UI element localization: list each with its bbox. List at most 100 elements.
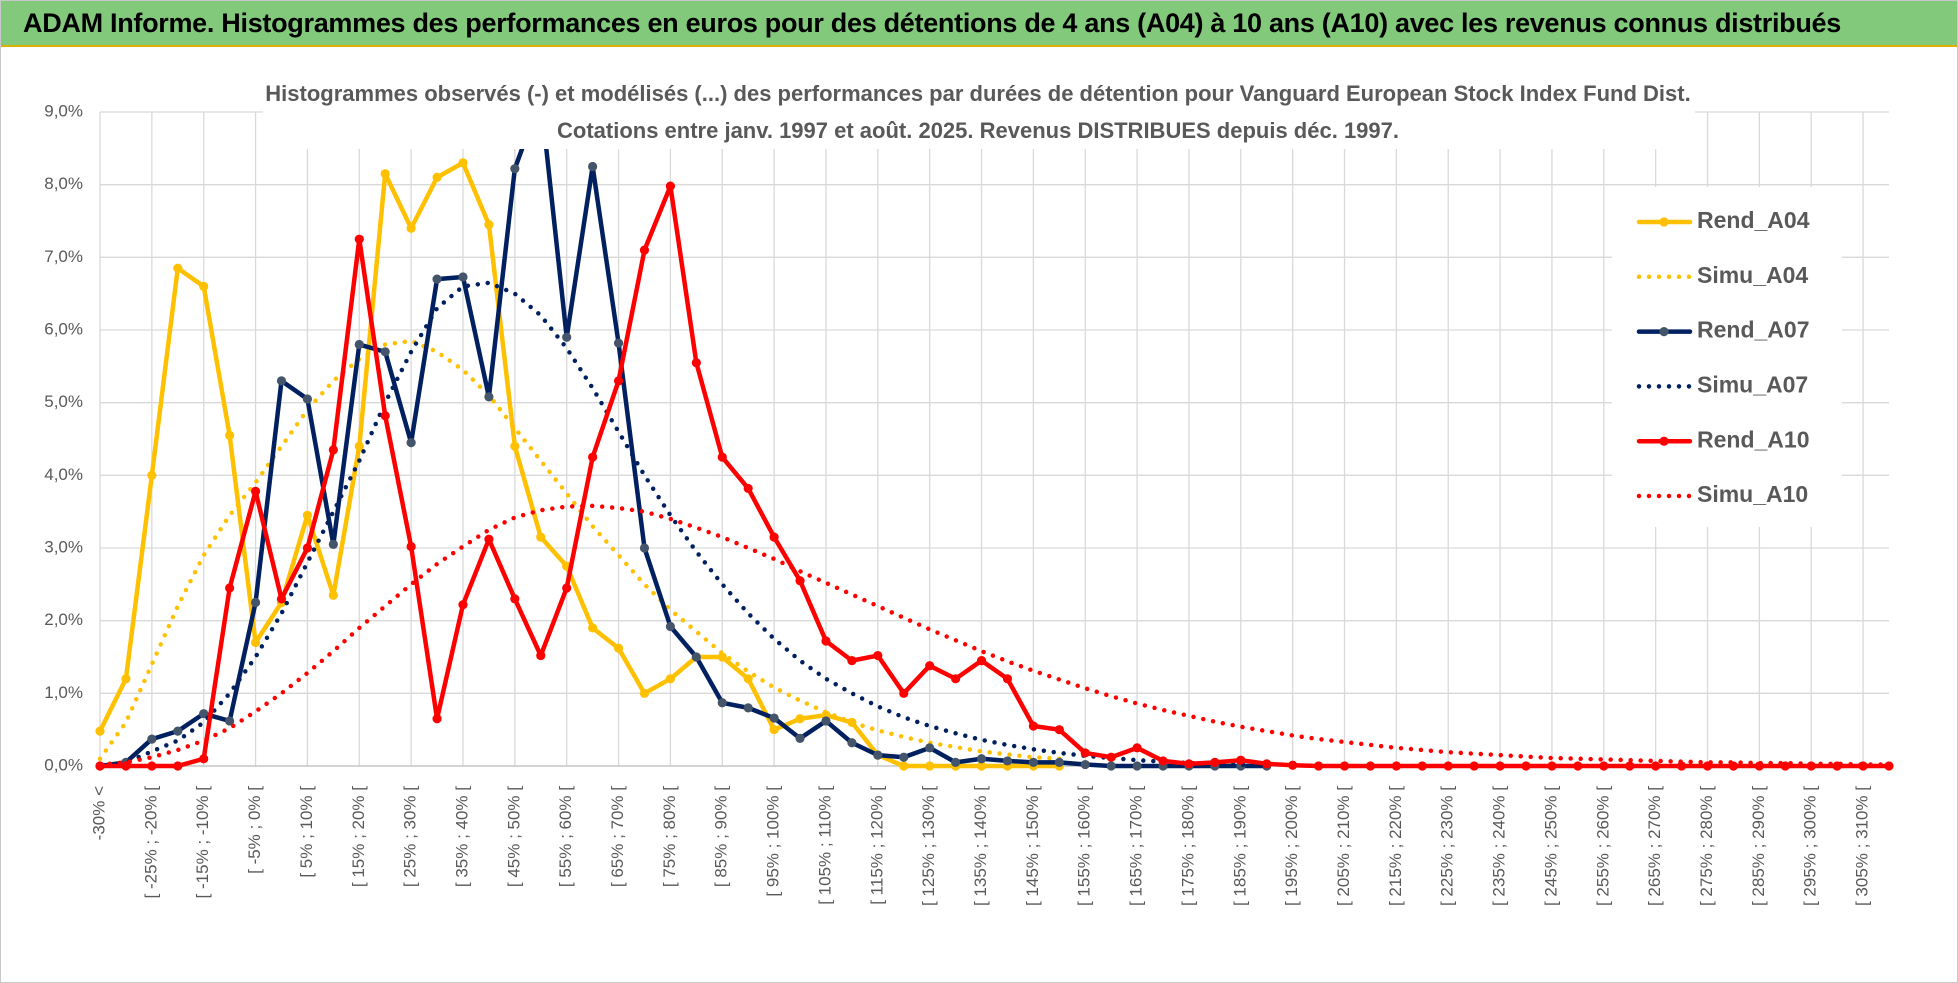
observed-line	[97, 160, 1062, 769]
point-marker	[484, 392, 494, 402]
legend-marker	[1659, 327, 1669, 337]
point-marker	[1288, 760, 1298, 770]
point-marker	[873, 650, 883, 661]
point-marker	[562, 583, 572, 593]
x-tick-label: [ 195% ; 200% [	[1282, 786, 1301, 906]
x-tick-label: [ 235% ; 240% [	[1490, 786, 1509, 906]
point-marker	[380, 347, 390, 357]
point-marker	[1599, 761, 1609, 771]
point-marker	[613, 376, 624, 386]
chart: Histogrammes observés (-) et modélisés (…	[44, 77, 1894, 906]
point-marker	[536, 532, 546, 542]
legend-box	[1612, 187, 1842, 527]
point-marker	[1080, 759, 1090, 770]
point-marker	[1080, 748, 1090, 758]
point-marker	[458, 600, 468, 610]
point-marker	[147, 470, 157, 480]
point-marker	[276, 376, 287, 386]
point-marker	[121, 761, 131, 771]
point-marker	[484, 220, 494, 230]
point-marker	[484, 534, 494, 544]
legend-label: Rend_A10	[1697, 426, 1809, 452]
point-marker	[328, 590, 338, 600]
point-marker	[510, 594, 520, 604]
point-marker	[173, 761, 183, 771]
point-marker	[821, 716, 831, 726]
point-marker	[795, 733, 805, 743]
legend-marker	[1659, 436, 1669, 446]
x-tick-label: [ 205% ; 210% [	[1334, 786, 1353, 906]
point-marker	[225, 583, 235, 593]
legend-label: Rend_A04	[1697, 207, 1810, 233]
point-marker	[951, 757, 961, 767]
point-marker	[1236, 755, 1246, 765]
point-marker	[199, 754, 209, 764]
point-marker	[1028, 721, 1038, 731]
point-marker	[147, 734, 157, 744]
point-marker	[613, 643, 624, 653]
y-tick-label: 5,0%	[44, 392, 83, 411]
point-marker	[639, 688, 650, 698]
point-marker	[1054, 757, 1064, 767]
x-tick-label: [ -5% ; 0% [	[245, 786, 264, 874]
x-tick-label: [ 155% ; 160% [	[1075, 786, 1094, 906]
y-tick-label: 8,0%	[44, 174, 83, 193]
point-marker	[588, 623, 598, 633]
point-marker	[276, 594, 287, 604]
point-marker	[588, 161, 598, 172]
point-marker	[1547, 761, 1557, 771]
point-marker	[1443, 761, 1453, 771]
point-marker	[1054, 725, 1064, 735]
point-marker	[121, 674, 131, 684]
point-marker	[717, 698, 727, 708]
point-marker	[1002, 756, 1013, 766]
header-bar: ADAM Informe. Histogrammes des performan…	[1, 1, 1957, 47]
legend-label: Simu_A04	[1697, 262, 1808, 288]
point-marker	[951, 674, 961, 684]
x-tick-label: [ 55% ; 60% [	[556, 786, 575, 887]
legend-label: Rend_A07	[1697, 317, 1809, 343]
point-marker	[1158, 756, 1168, 766]
x-tick-label: [ 305% ; 310% [	[1853, 786, 1872, 906]
point-marker	[899, 688, 909, 698]
point-marker	[406, 438, 416, 448]
point-marker	[769, 713, 779, 723]
point-marker	[795, 576, 805, 586]
point-marker	[769, 725, 779, 735]
point-marker	[510, 164, 520, 174]
point-marker	[380, 169, 390, 179]
point-marker	[847, 738, 857, 748]
point-marker	[1391, 761, 1401, 771]
point-marker	[1676, 761, 1687, 771]
x-tick-label: [ 5% ; 10% [	[297, 786, 316, 878]
point-marker	[899, 761, 909, 771]
point-marker	[639, 543, 650, 553]
x-tick-label: [ 95% ; 100% [	[764, 786, 783, 897]
point-marker	[976, 761, 987, 771]
point-marker	[302, 394, 313, 404]
point-marker	[432, 274, 442, 284]
point-marker	[95, 726, 105, 736]
point-marker	[510, 441, 520, 451]
y-tick-label: 9,0%	[44, 101, 83, 120]
point-marker	[743, 483, 753, 494]
x-tick-label: [ 285% ; 290% [	[1749, 786, 1768, 906]
point-marker	[354, 441, 364, 451]
point-marker	[432, 714, 442, 724]
point-marker	[199, 281, 209, 291]
point-marker	[1184, 759, 1194, 769]
point-marker	[1573, 761, 1583, 771]
x-tick-label: [ 125% ; 130% [	[919, 786, 938, 906]
chart-title: Histogrammes observés (-) et modélisés (…	[265, 81, 1690, 106]
point-marker	[302, 543, 313, 553]
point-marker	[1132, 743, 1142, 753]
point-marker	[380, 411, 390, 421]
x-tick-label: [ 135% ; 140% [	[971, 786, 990, 906]
point-marker	[899, 752, 909, 762]
point-marker	[354, 339, 364, 350]
point-marker	[743, 674, 753, 684]
point-marker	[250, 637, 261, 648]
legend-label: Simu_A07	[1697, 371, 1808, 397]
x-tick-label: [ 75% ; 80% [	[660, 786, 679, 887]
y-tick-label: 4,0%	[44, 465, 83, 484]
